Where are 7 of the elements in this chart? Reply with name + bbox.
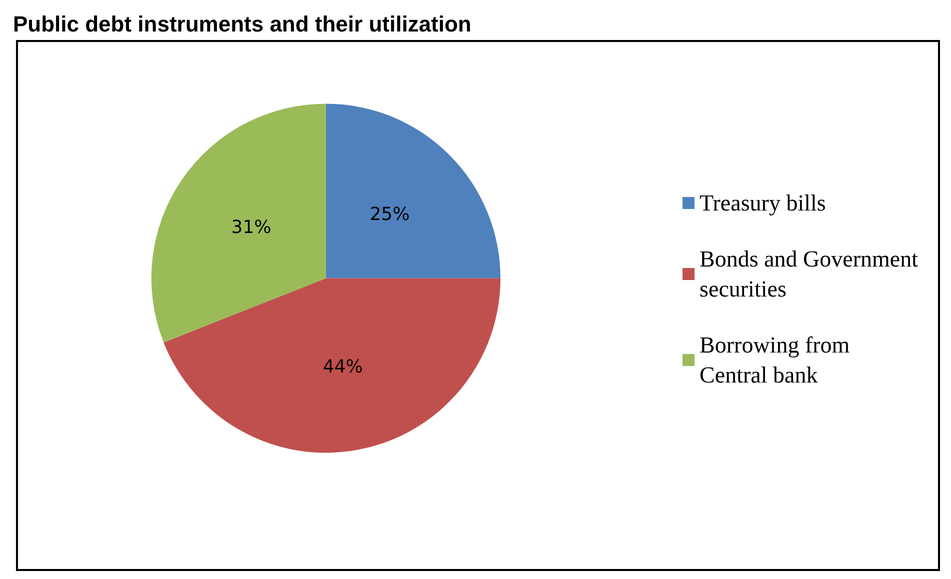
data-label: 31%	[231, 217, 272, 238]
legend-label: Bonds and Government securities	[700, 246, 919, 302]
legend-label: Borrowing from Central bank	[700, 332, 850, 388]
chart-title: Public debt instruments and their utilization	[13, 12, 472, 36]
data-label: 44%	[322, 356, 363, 378]
legend-label: Treasury bills	[700, 190, 826, 216]
data-label: 25%	[370, 204, 410, 225]
